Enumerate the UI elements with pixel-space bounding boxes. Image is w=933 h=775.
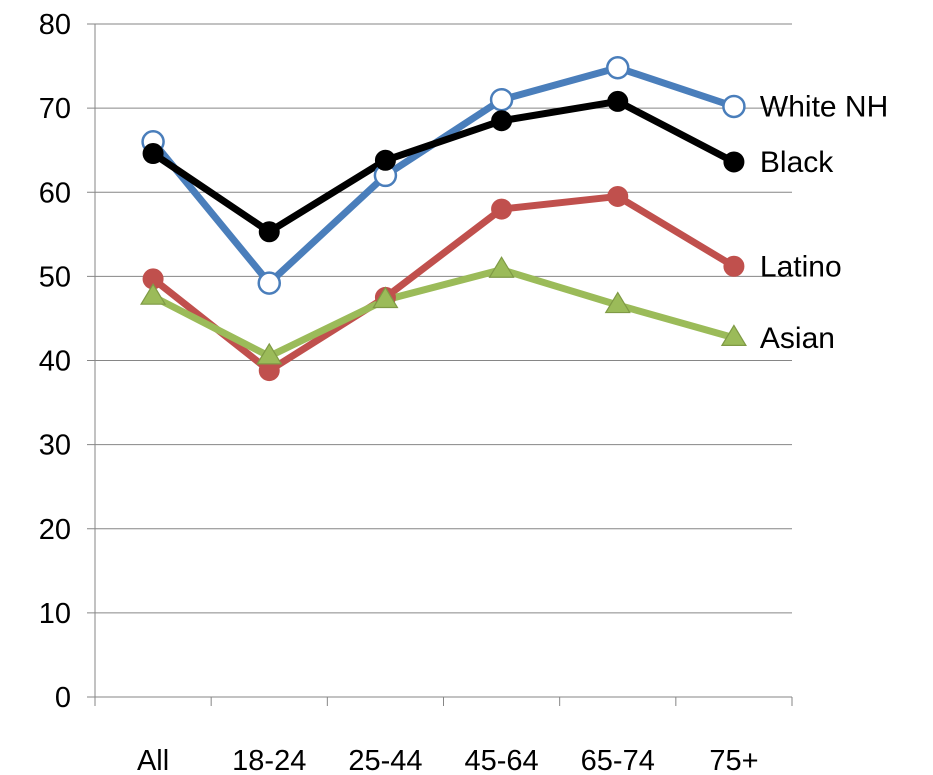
data-point [604, 291, 631, 314]
y-tick-label: 10 [39, 598, 71, 630]
series-line [149, 266, 738, 360]
data-point [488, 256, 515, 278]
data-point [489, 87, 514, 112]
data-point [140, 282, 167, 305]
data-point [142, 143, 164, 165]
data-point [723, 255, 745, 277]
y-tick-label: 80 [39, 9, 71, 41]
series-label: Black [760, 146, 834, 179]
data-point [257, 271, 281, 295]
data-point [722, 94, 746, 119]
x-tick-label: 75+ [709, 745, 758, 775]
data-point [720, 324, 747, 346]
data-point [606, 55, 630, 80]
y-tick-label: 50 [39, 261, 71, 293]
series-line [149, 97, 738, 236]
data-point [374, 149, 396, 171]
x-tick-label: 45-64 [464, 745, 538, 775]
series-label: White NH [760, 90, 888, 123]
series-lines [149, 64, 738, 375]
data-point [723, 151, 745, 173]
series-label: Asian [760, 322, 835, 355]
data-point [491, 110, 513, 132]
series-line [149, 192, 738, 375]
x-tick-label: 25-44 [348, 745, 422, 775]
series-label: Latino [760, 250, 842, 283]
series-labels: White NH Black Latino Asian [760, 90, 888, 354]
data-point [607, 90, 629, 112]
y-tick-label: 30 [39, 430, 71, 462]
data-point [372, 286, 399, 309]
y-tick-label: 40 [39, 346, 71, 378]
data-point [607, 185, 629, 207]
series-markers [140, 55, 747, 382]
y-axis-ticks: 0 10 20 30 40 50 60 70 80 [39, 9, 95, 714]
x-tick-label: 65-74 [581, 745, 655, 775]
y-tick-label: 60 [39, 177, 71, 209]
y-tick-label: 0 [55, 682, 71, 714]
y-tick-label: 70 [39, 93, 71, 125]
x-tick-label: 18-24 [232, 745, 306, 775]
x-tick-label: All [137, 745, 169, 775]
x-axis-ticks: All 18-24 25-44 45-64 65-74 75+ [94, 697, 793, 775]
data-point [491, 198, 513, 220]
y-tick-label: 20 [39, 514, 71, 546]
data-point [256, 342, 283, 365]
data-point [258, 221, 280, 243]
